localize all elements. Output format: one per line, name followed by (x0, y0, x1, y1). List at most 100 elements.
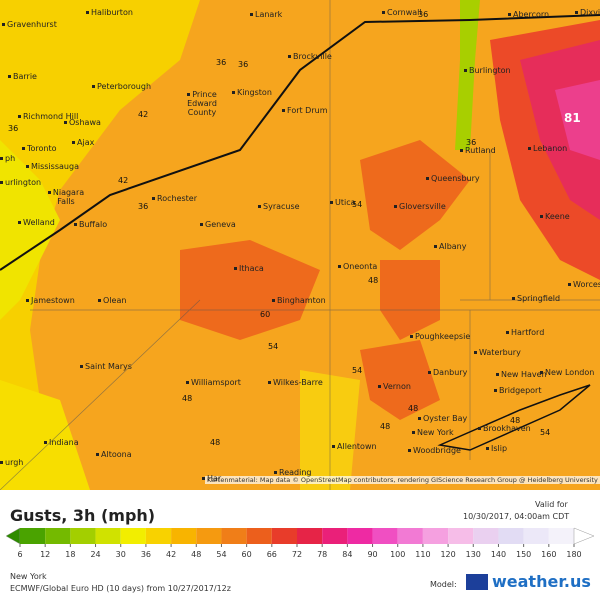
city-label: Welland (18, 218, 55, 227)
value-label: 36 (216, 58, 227, 67)
colorbar-arrow (5, 527, 21, 545)
colorbar-tick-label: 18 (65, 550, 75, 559)
colorbar-segment (397, 528, 423, 544)
city-label: Springfield (512, 294, 560, 303)
city-label: Olean (98, 296, 126, 305)
colorbar-tick-label: 54 (216, 550, 226, 559)
city-label: Poughkeepsie (410, 332, 470, 341)
city-label: Williamsport (186, 378, 241, 387)
city-label: Woodbridge (408, 446, 461, 455)
city-label: Lebanon (528, 144, 567, 153)
city-label: Keene (540, 212, 570, 221)
city-label: New York (412, 428, 454, 437)
city-label: Buffalo (74, 220, 107, 229)
city-label: Mississauga (26, 162, 79, 171)
colorbar-tick-label: 120 (440, 550, 455, 559)
colorbar-tick-label: 72 (292, 550, 302, 559)
city-label: Allentown (332, 442, 377, 451)
city-label: Islip (486, 444, 507, 453)
value-label: 36 (466, 138, 477, 147)
region: New York (10, 572, 47, 581)
city-label: Kingston (232, 88, 272, 97)
brand[interactable]: weather.us (492, 572, 591, 591)
value-label: 42 (138, 110, 149, 119)
city-label: Har (202, 474, 221, 483)
colorbar-segment (45, 528, 71, 544)
city-label: Vernon (378, 382, 411, 391)
city-label: Indiana (44, 438, 79, 447)
city-label: Dixvill (575, 8, 600, 17)
colorbar-segment (548, 528, 574, 544)
colorbar-tick-label: 160 (541, 550, 556, 559)
valid-label: Valid for (535, 500, 568, 509)
city-label: Lanark (250, 10, 282, 19)
colorbar-segment (70, 528, 96, 544)
value-label: 48 (182, 394, 193, 403)
city-label: New London (540, 368, 594, 377)
value-label: 48 (380, 422, 391, 431)
city-label: Altoona (96, 450, 132, 459)
city-label: Brockville (288, 52, 332, 61)
eu-flag (466, 574, 488, 590)
city-label: Richmond Hill (18, 112, 78, 121)
value-label: 48 (408, 404, 419, 413)
city-label: Waterbury (474, 348, 521, 357)
colorbar-tick-label: 6 (17, 550, 22, 559)
colorbar-tick-label: 78 (317, 550, 327, 559)
city-label: urlington (0, 178, 41, 187)
value-label: 36 (418, 10, 429, 19)
city-label: Jamestown (26, 296, 75, 305)
city-label: Saint Marys (80, 362, 132, 371)
city-label: Oshawa (64, 118, 101, 127)
value-label: 42 (118, 176, 129, 185)
colorbar-tick-label: 24 (90, 550, 100, 559)
city-label: Abercorn (508, 10, 549, 19)
city-label: Cornwall (382, 8, 422, 17)
colorbar-tick-label: 48 (191, 550, 201, 559)
colorbar-arrow (573, 527, 595, 545)
colorbar-tick-label: 110 (415, 550, 430, 559)
value-label: 48 (210, 438, 221, 447)
value-label: 48 (510, 416, 521, 425)
colorbar-segment (422, 528, 449, 544)
city-label: Toronto (22, 144, 57, 153)
city-label: Bridgeport (494, 386, 541, 395)
city-label: Ajax (72, 138, 94, 147)
city-label: Prince Edward County (180, 90, 224, 117)
colorbar-segment (196, 528, 222, 544)
city-label: Queensbury (426, 174, 480, 183)
legend-title: Gusts, 3h (mph) (10, 506, 156, 525)
city-label: Ithaca (234, 264, 264, 273)
city-label: Binghamton (272, 296, 326, 305)
city-label: Burlington (464, 66, 511, 75)
colorbar-segment (473, 528, 499, 544)
colorbar-tick-label: 140 (491, 550, 506, 559)
city-label: Geneva (200, 220, 236, 229)
value-label: 48 (368, 276, 379, 285)
city-label: Danbury (428, 368, 467, 377)
colorbar-tick-label: 66 (267, 550, 277, 559)
city-label: Syracuse (258, 202, 300, 211)
model-run: ECMWF/Global Euro HD (10 days) from 10/2… (10, 584, 231, 593)
city-label: Wilkes-Barre (268, 378, 323, 387)
city-label: Gravenhurst (2, 20, 57, 29)
value-label: 54 (352, 366, 363, 375)
value-label: 36 (8, 124, 19, 133)
attribution: Kartenmaterial: Map data © OpenStreetMap… (205, 476, 600, 484)
city-label: urgh (0, 458, 23, 467)
colorbar-tick-label: 30 (116, 550, 126, 559)
colorbar-tick-label: 130 (466, 550, 481, 559)
city-label: Brookhaven (478, 424, 531, 433)
city-label: Oyster Bay (418, 414, 467, 423)
colorbar-tick-label: 84 (342, 550, 352, 559)
value-label: 54 (352, 200, 363, 209)
colorbar-tick-label: 90 (367, 550, 377, 559)
colorbar-segment (448, 528, 474, 544)
value-label: 81 (564, 111, 581, 125)
city-label: Barrie (8, 72, 37, 81)
city-label: Peterborough (92, 82, 151, 91)
colorbar-segment (171, 528, 197, 544)
model-label: Model: (430, 580, 457, 589)
value-label: 54 (540, 428, 551, 437)
